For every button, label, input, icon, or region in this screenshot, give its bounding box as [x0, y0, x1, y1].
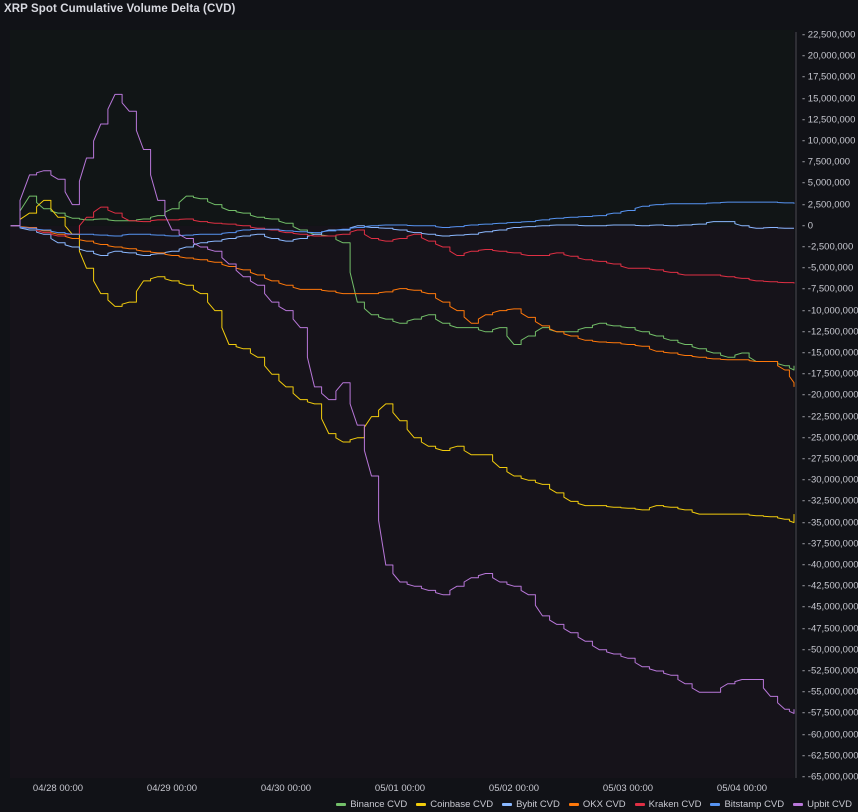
- y-tick-label: - 10,000,000: [802, 135, 856, 147]
- y-tick-label: - -2,500,000: [802, 241, 854, 253]
- y-tick-label: - 17,500,000: [802, 71, 856, 83]
- y-tick-label: - -30,000,000: [802, 474, 858, 486]
- y-tick-label: - -17,500,000: [802, 368, 858, 380]
- y-tick-label: - -10,000,000: [802, 305, 858, 317]
- y-tick-label: - -57,500,000: [802, 707, 858, 719]
- legend-item-kraken[interactable]: Kraken CVD: [634, 799, 701, 810]
- legend: Binance CVD Coinbase CVD Bybit CVD OKX C…: [336, 799, 852, 810]
- legend-item-bitstamp[interactable]: Bitstamp CVD: [710, 799, 784, 810]
- x-tick-label: 04/29 00:00: [146, 783, 198, 794]
- y-tick-label: - 2,500,000: [802, 199, 851, 211]
- y-tick-label: - -65,000,000: [802, 771, 858, 783]
- y-tick-label: - -35,000,000: [802, 517, 858, 529]
- legend-swatch-icon: [793, 803, 804, 806]
- chart-title: XRP Spot Cumulative Volume Delta (CVD): [4, 3, 236, 15]
- y-tick-label: - -12,500,000: [802, 326, 858, 338]
- legend-item-okx[interactable]: OKX CVD: [568, 799, 626, 810]
- y-tick-label: - -47,500,000: [802, 623, 858, 635]
- y-tick-label: - -15,000,000: [802, 347, 858, 359]
- legend-swatch-icon: [502, 803, 513, 806]
- series-line-bybit-cvd[interactable]: [10, 221, 795, 256]
- y-tick-label: - 5,000,000: [802, 177, 851, 189]
- legend-item-upbit[interactable]: Upbit CVD: [793, 799, 852, 810]
- series-line-okx-cvd[interactable]: [10, 225, 795, 387]
- y-tick-label: - -5,000,000: [802, 262, 854, 274]
- y-tick-label: - -50,000,000: [802, 644, 858, 656]
- y-tick-label: - -22,500,000: [802, 411, 858, 423]
- legend-swatch-icon: [568, 803, 579, 806]
- y-tick-label: - -62,500,000: [802, 750, 858, 762]
- y-tick-label: - 20,000,000: [802, 50, 856, 62]
- plot-bg-above-zero: [10, 30, 794, 226]
- legend-item-coinbase[interactable]: Coinbase CVD: [416, 799, 493, 810]
- y-tick-label: - -32,500,000: [802, 495, 858, 507]
- y-tick-label: - -60,000,000: [802, 729, 858, 741]
- legend-swatch-icon: [336, 803, 347, 806]
- legend-swatch-icon: [634, 803, 645, 806]
- series-line-kraken-cvd[interactable]: [10, 206, 795, 284]
- x-tick-label: 04/28 00:00: [32, 783, 84, 794]
- series-line-binance-cvd[interactable]: [10, 195, 795, 371]
- y-tick-label: - -20,000,000: [802, 389, 858, 401]
- y-tick-label: - -27,500,000: [802, 453, 858, 465]
- y-tick-label: - -55,000,000: [802, 686, 858, 698]
- y-tick-label: - -42,500,000: [802, 580, 858, 592]
- y-tick-label: - -7,500,000: [802, 283, 854, 295]
- x-tick-label: 05/02 00:00: [488, 783, 540, 794]
- y-tick-label: - -45,000,000: [802, 601, 858, 613]
- legend-swatch-icon: [416, 803, 427, 806]
- series-line-coinbase-cvd[interactable]: [10, 199, 795, 524]
- legend-item-bybit[interactable]: Bybit CVD: [502, 799, 560, 810]
- y-tick-label: - -25,000,000: [802, 432, 858, 444]
- x-tick-label: 05/04 00:00: [716, 783, 768, 794]
- x-tick-label: 05/01 00:00: [374, 783, 426, 794]
- plot-bg-below-zero: [10, 225, 794, 779]
- series-lines: [10, 93, 795, 714]
- y-tick-label: - -37,500,000: [802, 538, 858, 550]
- y-tick-label: - 0: [802, 220, 814, 232]
- x-tick-label: 04/30 00:00: [260, 783, 312, 794]
- series-line-upbit-cvd[interactable]: [10, 93, 795, 714]
- y-tick-label: - 7,500,000: [802, 156, 851, 168]
- x-tick-label: 05/03 00:00: [602, 783, 654, 794]
- y-tick-label: - 22,500,000: [802, 29, 856, 41]
- y-tick-label: - 12,500,000: [802, 114, 856, 126]
- y-tick-label: - 15,000,000: [802, 93, 856, 105]
- series-line-bitstamp-cvd[interactable]: [10, 201, 795, 237]
- y-tick-label: - -40,000,000: [802, 559, 858, 571]
- legend-swatch-icon: [710, 803, 721, 806]
- y-tick-label: - -52,500,000: [802, 665, 858, 677]
- legend-item-binance[interactable]: Binance CVD: [336, 799, 407, 810]
